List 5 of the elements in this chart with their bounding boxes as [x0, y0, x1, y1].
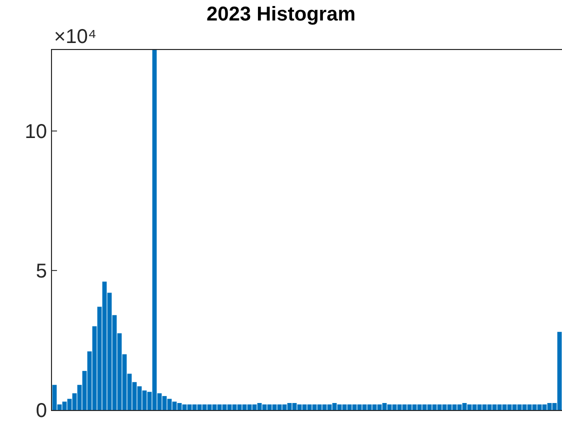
y-tick-label: 5: [36, 260, 47, 282]
y-tick-label: 0: [36, 400, 47, 422]
y-tick-label: 10: [24, 120, 47, 143]
chart-title: 2023 Histogram: [206, 3, 356, 26]
text: ×10⁴: [54, 26, 97, 48]
